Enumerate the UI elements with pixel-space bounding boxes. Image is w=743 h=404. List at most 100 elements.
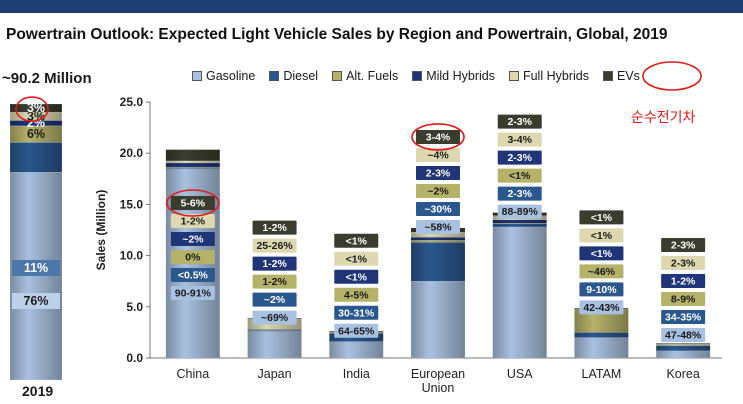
- data-label-japan-evs: 1-2%: [262, 222, 287, 234]
- global-label-alt-fuels: 6%: [27, 127, 45, 141]
- x-tick-label-latam: LATAM: [582, 367, 622, 381]
- data-label-usa-gasoline: 88-89%: [502, 206, 539, 218]
- bar-european-union-mild-hybrids: [410, 236, 466, 241]
- bar-usa-mild-hybrids: [492, 219, 547, 224]
- data-label-box-european-union-evs: [416, 129, 460, 144]
- global-label-gasoline: 76%: [23, 294, 48, 308]
- chart-legend: Gasoline Diesel Alt. Fuels Mild Hybrids Full…: [192, 67, 640, 85]
- global-label-box-diesel: [12, 260, 60, 276]
- data-label-korea-mild-hybrids: 1-2%: [671, 276, 696, 288]
- legend-item-evs: EVs: [602, 67, 640, 85]
- y-tick-label-2: 10.0: [120, 249, 144, 263]
- data-label-usa-diesel: 2-3%: [507, 188, 532, 200]
- data-label-box-china-diesel: [170, 268, 215, 282]
- data-label-china-mild-hybrids: ~2%: [182, 234, 204, 246]
- data-label-japan-alt-fuels: 1-2%: [262, 276, 287, 288]
- legend-swatch-mild-hybrids: [412, 71, 423, 81]
- data-label-box-european-union-mild-hybrids: [416, 165, 460, 180]
- x-tick-label-japan: Japan: [258, 367, 292, 381]
- data-label-box-china-full-hybrids: [170, 214, 215, 228]
- data-label-box-usa-alt-fuels: [497, 168, 542, 183]
- data-label-european-union-diesel: ~30%: [424, 203, 452, 215]
- bar-usa-diesel: [492, 223, 547, 228]
- y-axis-title: Sales (Million): [94, 190, 108, 271]
- data-label-european-union-gasoline: ~58%: [424, 221, 452, 233]
- bar-china-evs: [165, 149, 221, 162]
- data-label-latam-full-hybrids: <1%: [591, 230, 613, 242]
- data-label-box-korea-gasoline: [661, 328, 706, 342]
- legend-swatch-diesel: [269, 71, 280, 81]
- data-label-korea-gasoline: 47-48%: [665, 330, 702, 342]
- bar-korea-diesel: [655, 345, 711, 352]
- legend-label-full-hybrids: Full Hybrids: [522, 69, 589, 83]
- data-label-box-usa-mild-hybrids: [497, 150, 542, 165]
- data-label-box-japan-gasoline: [252, 310, 297, 325]
- data-label-usa-evs: 2-3%: [507, 116, 532, 128]
- data-label-japan-gasoline: ~69%: [261, 312, 289, 324]
- data-label-box-japan-diesel: [252, 292, 297, 307]
- global-label-diesel: 11%: [24, 261, 48, 275]
- data-label-india-diesel: 30-31%: [338, 307, 375, 319]
- data-label-korea-alt-fuels: 8-9%: [671, 294, 696, 306]
- data-label-usa-full-hybrids: 3-4%: [507, 134, 532, 146]
- bar-european-union-gasoline: [410, 281, 466, 359]
- bar-korea-gasoline: [655, 350, 711, 359]
- highlight-circle-legend-ev: [642, 61, 702, 91]
- data-label-european-union-mild-hybrids: 2-3%: [426, 167, 451, 179]
- legend-label-evs: EVs: [616, 69, 640, 83]
- y-tick-label-3: 15.0: [120, 197, 144, 211]
- y-tick-label-1: 5.0: [126, 300, 143, 314]
- data-label-india-mild-hybrids: <1%: [346, 271, 368, 283]
- legend-label-mild-hybrids: Mild Hybrids: [426, 69, 495, 83]
- global-total-label: ~90.2 Million: [2, 70, 92, 87]
- chart-title: Powertrain Outlook: Expected Light Vehic…: [6, 26, 668, 43]
- data-label-box-china-evs: [170, 196, 215, 210]
- global-segment-evs: [9, 103, 63, 113]
- bar-latam-gasoline: [574, 337, 629, 359]
- data-label-usa-mild-hybrids: 2-3%: [507, 152, 532, 164]
- legend-swatch-evs: [602, 71, 613, 81]
- legend-label-gasoline: Gasoline: [206, 69, 256, 83]
- data-label-china-alt-fuels: 0%: [185, 252, 201, 264]
- data-label-box-china-gasoline: [170, 286, 215, 300]
- data-label-box-latam-gasoline: [579, 300, 624, 315]
- data-label-china-diesel: <0.5%: [178, 270, 209, 282]
- legend-item-diesel: Diesel: [269, 67, 318, 85]
- y-tick-label-4: 20.0: [120, 146, 144, 160]
- data-label-latam-diesel: 9-10%: [586, 284, 617, 296]
- data-label-box-latam-mild-hybrids: [579, 246, 624, 261]
- global-year-label: 2019: [22, 383, 54, 399]
- bar-latam-diesel: [574, 332, 629, 338]
- data-label-japan-mild-hybrids: 1-2%: [262, 258, 287, 270]
- data-label-india-gasoline: 64-65%: [338, 325, 375, 337]
- data-label-box-china-mild-hybrids: [170, 232, 215, 246]
- data-label-india-evs: <1%: [346, 235, 368, 247]
- data-label-box-korea-alt-fuels: [661, 292, 706, 306]
- legend-item-alt-fuels: Alt. Fuels: [332, 67, 398, 85]
- data-label-box-latam-diesel: [579, 282, 624, 297]
- data-label-box-india-mild-hybrids: [334, 269, 379, 284]
- bar-india-gasoline: [329, 341, 384, 359]
- data-label-latam-mild-hybrids: <1%: [591, 248, 613, 260]
- data-label-korea-diesel: 34-35%: [665, 312, 702, 324]
- data-label-japan-diesel: ~2%: [264, 294, 286, 306]
- data-label-box-usa-diesel: [497, 186, 542, 201]
- y-tick-label-5: 25.0: [120, 95, 144, 109]
- data-label-box-european-union-alt-fuels: [416, 183, 460, 198]
- global-label-box-gasoline: [12, 293, 60, 309]
- data-label-box-japan-evs: [252, 220, 297, 235]
- data-label-box-korea-diesel: [661, 310, 706, 324]
- bar-china-mild-hybrids: [165, 162, 221, 168]
- data-label-china-evs: 5-6%: [181, 198, 206, 210]
- data-label-india-alt-fuels: 4-5%: [344, 289, 369, 301]
- x-tick-label-european-union: European: [411, 367, 465, 381]
- data-label-box-india-full-hybrids: [334, 251, 379, 266]
- data-label-box-india-evs: [334, 233, 379, 248]
- data-label-box-japan-mild-hybrids: [252, 256, 297, 271]
- data-label-box-korea-mild-hybrids: [661, 274, 706, 288]
- global-segment-diesel: [9, 142, 63, 173]
- legend-label-alt-fuels: Alt. Fuels: [346, 69, 399, 83]
- ev-korean-annotation: 순수전기차: [631, 109, 696, 125]
- global-segment-gasoline: [9, 172, 63, 381]
